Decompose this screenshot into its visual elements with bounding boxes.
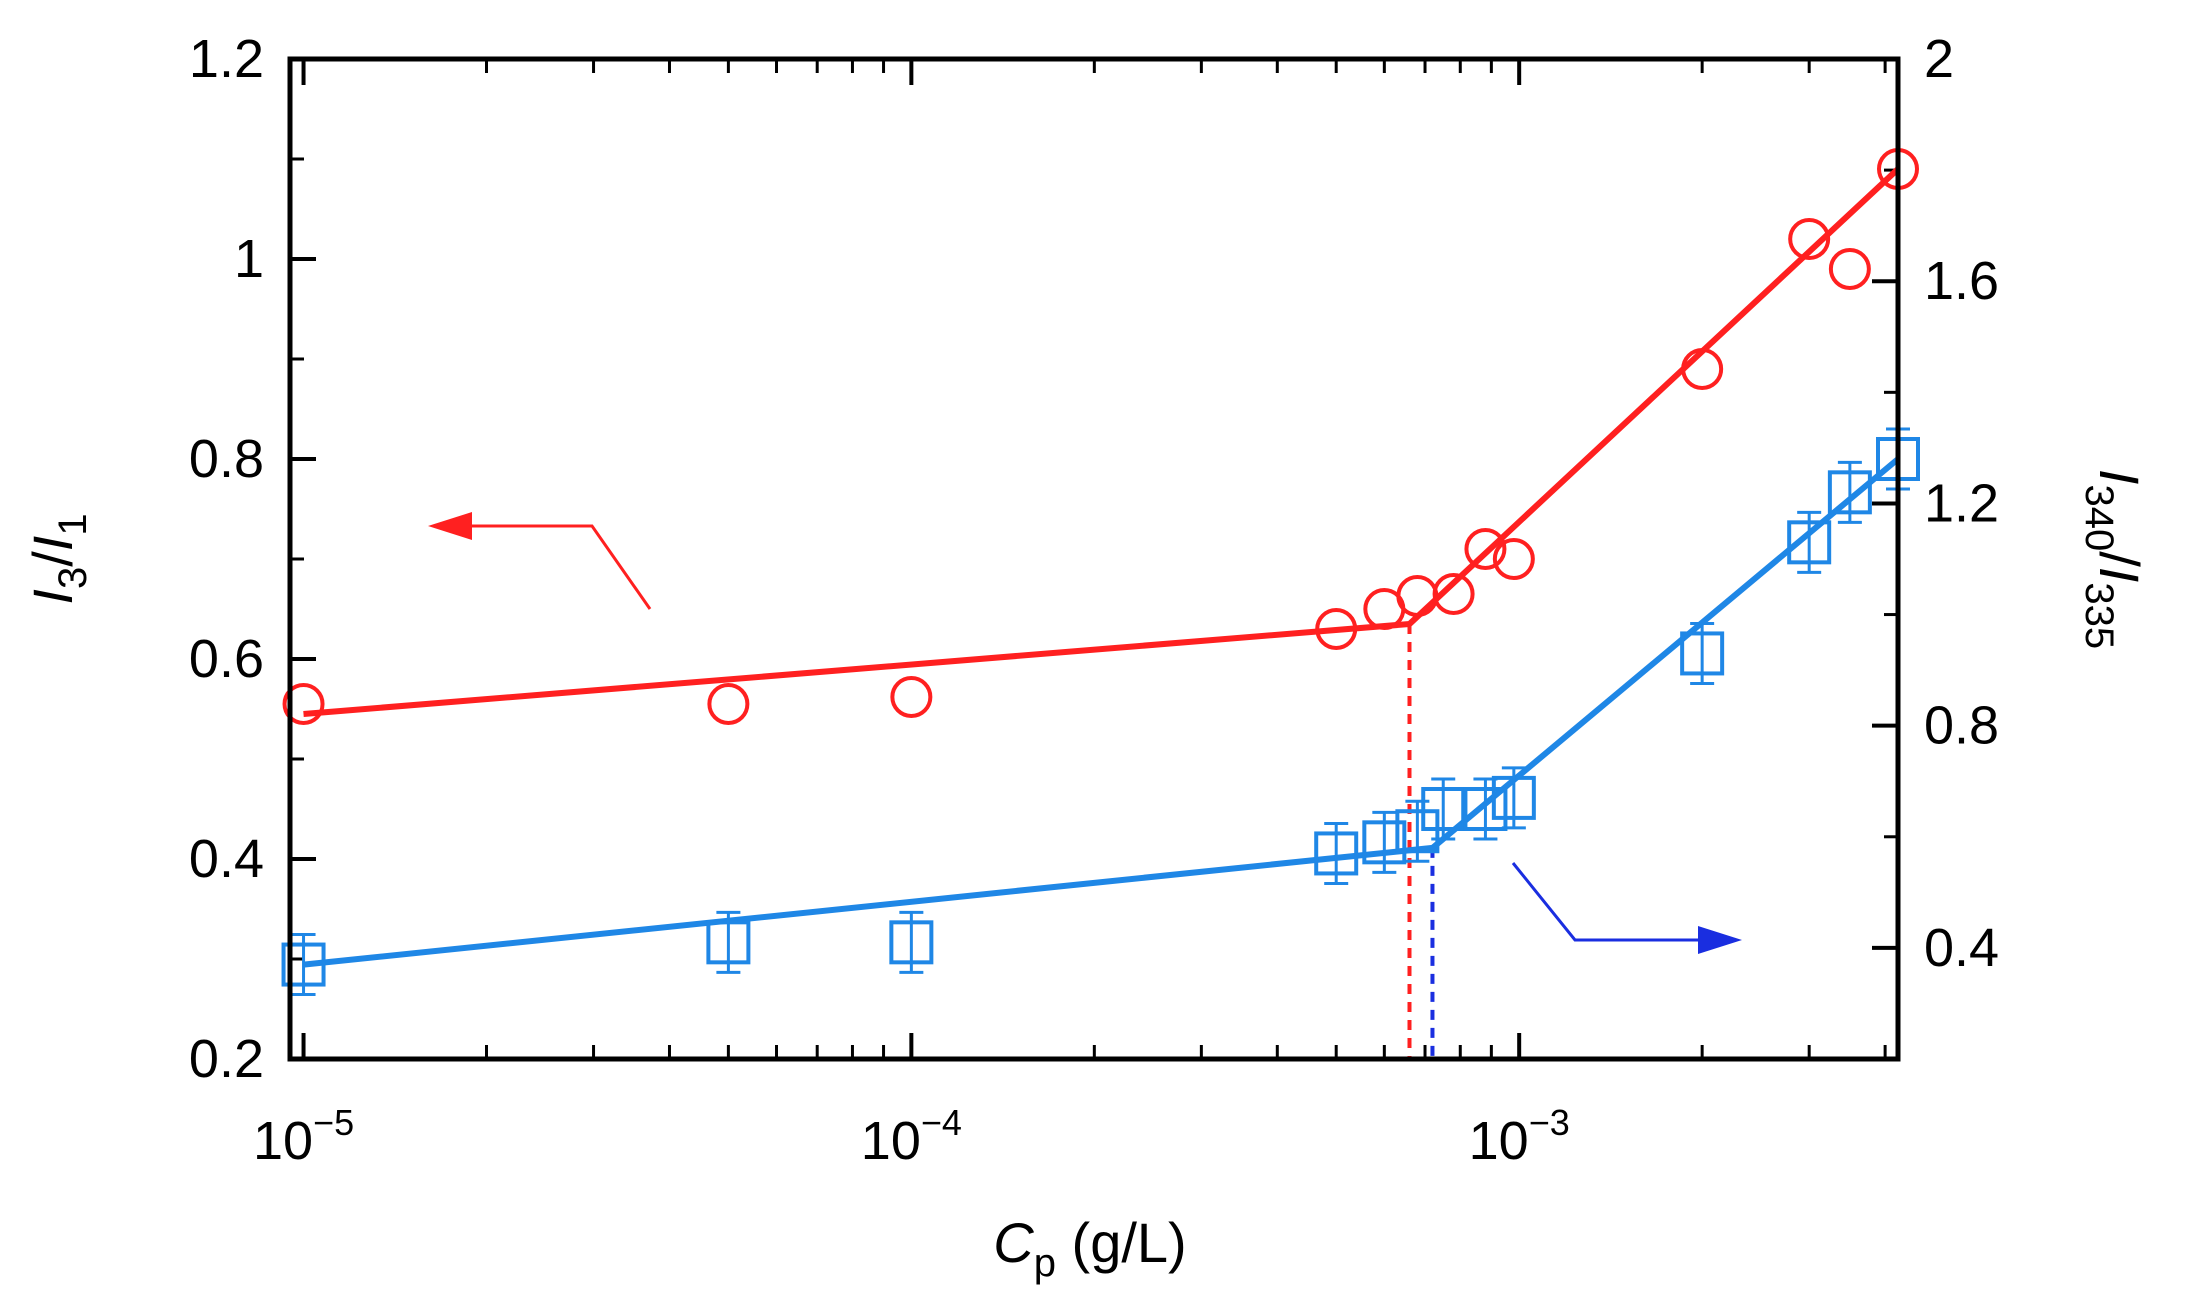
data-point-square	[889, 910, 934, 974]
y-left-axis-title: I3/I1	[21, 513, 95, 604]
y-left-title-i1: I	[21, 589, 84, 605]
y-right-tick-label: 1.2	[1924, 473, 1999, 533]
y-right-tick-label: 2	[1924, 29, 1954, 89]
annotation-arrows	[428, 512, 1742, 954]
right-axis-arrow	[1511, 862, 1700, 942]
right-axis-arrowhead	[1698, 926, 1742, 954]
data-point-circle	[1828, 248, 1871, 290]
left-axis-arrowhead	[428, 512, 472, 540]
y-right-tick-label: 0.4	[1924, 918, 1999, 978]
data-point-square	[1827, 460, 1872, 524]
y-right-title-i2: I	[2088, 567, 2151, 583]
markers-layer	[281, 148, 1920, 997]
y-right-tick-label: 1.6	[1924, 251, 1999, 311]
data-point-circle	[1396, 575, 1439, 617]
data-point-circle	[1432, 573, 1475, 615]
y-left-tick-label: 0.2	[189, 1029, 264, 1089]
fit-line	[303, 166, 1901, 717]
data-point-circle	[1788, 218, 1831, 260]
fit-lines-layer	[303, 166, 1901, 1059]
data-point-square	[1314, 821, 1359, 885]
data-point-circle	[1681, 348, 1724, 390]
data-point-circle	[1464, 528, 1507, 570]
plot-frame	[287, 56, 1901, 1062]
y-right-title-sub2: 335	[2077, 582, 2121, 649]
data-point-circle	[890, 676, 933, 718]
y-right-title-slash: /	[2088, 551, 2151, 567]
y-left-title-sub1: 3	[51, 567, 95, 589]
data-point-circle	[282, 683, 325, 725]
data-point-square	[1395, 799, 1440, 863]
y-left-tick-label: 0.6	[189, 629, 264, 689]
data-point-square	[1491, 766, 1536, 830]
data-point-square	[1680, 621, 1725, 685]
y-left-tick-label: 0.8	[189, 429, 264, 489]
y-left-tick-label: 0.4	[189, 829, 264, 889]
x-axis-title-sub: p	[1034, 1241, 1056, 1285]
axes-layer: 0.2 0.4 0.6 0.8 1 1.2 0.4 0.8 1.2 1.6 2 10−5 10−4 10−…	[189, 29, 1999, 1171]
data-point-square	[1463, 777, 1508, 841]
y-left-title-i2: I	[21, 536, 84, 552]
left-axis-arrow	[468, 524, 652, 610]
x-tick-label: 10−3	[1469, 1102, 1570, 1171]
data-point-square	[1787, 510, 1832, 574]
x-tick-label: 10−5	[253, 1102, 354, 1171]
y-left-title-sub2: 1	[51, 513, 95, 535]
data-point-square	[1421, 777, 1466, 841]
y-right-title-i1: I	[2088, 469, 2151, 485]
data-point-square	[706, 910, 751, 974]
x-axis-title-unit: (g/L)	[1056, 1211, 1187, 1274]
y-left-tick-label: 1	[234, 229, 264, 289]
data-point-circle	[707, 683, 750, 725]
y-left-title-slash: /	[21, 551, 84, 567]
x-axis-title: Cp (g/L)	[993, 1211, 1186, 1285]
data-point-square	[281, 933, 326, 997]
data-point-square	[1362, 810, 1407, 874]
y-left-tick-label: 1.2	[189, 29, 264, 89]
y-right-axis-title: I340/I335	[2077, 469, 2151, 649]
data-point-circle	[1315, 608, 1358, 650]
x-tick-label: 10−4	[861, 1102, 962, 1171]
x-axis-title-main: C	[993, 1211, 1034, 1274]
data-point-circle	[1492, 538, 1535, 580]
y-right-tick-label: 0.8	[1924, 696, 1999, 756]
y-right-title-sub1: 340	[2077, 484, 2121, 551]
fit-line	[303, 456, 1900, 968]
